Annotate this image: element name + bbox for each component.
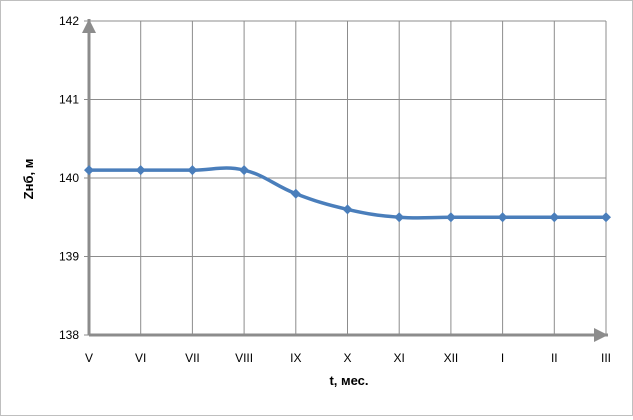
series-markers [84, 165, 611, 223]
data-point-marker [601, 212, 611, 223]
data-point-marker [445, 212, 456, 223]
x-tick-label: II [551, 351, 558, 365]
data-point-marker [135, 165, 146, 176]
x-axis-arrow [594, 328, 608, 342]
y-tick-label: 138 [59, 328, 79, 342]
x-tick-label: XII [444, 351, 459, 365]
y-tick-label: 142 [59, 14, 79, 28]
y-tick-label: 141 [59, 93, 79, 107]
x-tick-label: XI [394, 351, 405, 365]
x-tick-labels: V VI VII VIII IX X XI XII I II III [85, 351, 611, 365]
x-tick-label: VIII [235, 351, 253, 365]
data-point-marker [84, 165, 94, 176]
x-tick-label: I [501, 351, 504, 365]
y-tick-label: 140 [59, 171, 79, 185]
y-axis-title: Zнб, м [21, 159, 36, 200]
data-point-marker [290, 188, 301, 199]
data-point-marker [394, 212, 405, 223]
x-tick-label: X [343, 351, 351, 365]
y-tick-label: 139 [59, 250, 79, 264]
x-tick-label: III [601, 351, 611, 365]
x-tick-label: IX [290, 351, 301, 365]
x-axis-title: t, мес. [329, 373, 368, 388]
grid-lines [89, 20, 607, 336]
data-point-marker [239, 165, 250, 176]
data-point-marker [549, 212, 560, 223]
y-axis-arrow [82, 19, 96, 33]
axes [82, 19, 608, 342]
data-point-marker [342, 204, 353, 215]
x-tick-label: V [85, 351, 93, 365]
data-point-marker [187, 165, 198, 176]
x-tick-label: VII [185, 351, 200, 365]
data-point-marker [497, 212, 508, 223]
x-tick-label: VI [135, 351, 146, 365]
y-tick-labels: 138 139 140 141 142 [59, 14, 79, 342]
